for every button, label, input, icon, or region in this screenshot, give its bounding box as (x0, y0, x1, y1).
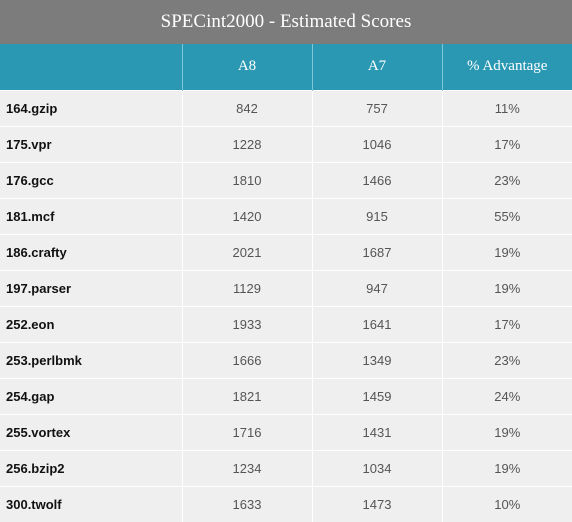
a7-score-cell: 1473 (312, 485, 443, 522)
advantage-cell: 11% (442, 89, 572, 126)
table-row: 300.twolf 1633 1473 10% (0, 485, 572, 522)
advantage-cell: 19% (442, 233, 572, 270)
advantage-cell: 55% (442, 197, 572, 234)
benchmark-cell: 300.twolf (0, 485, 183, 522)
a8-score-cell: 1933 (182, 305, 313, 342)
a7-score-cell: 1046 (312, 125, 443, 162)
header-benchmark (0, 44, 183, 90)
header-advantage: % Advantage (467, 58, 548, 75)
table-row: 256.bzip2 1234 1034 19% (0, 449, 572, 486)
a8-score-cell: 1821 (182, 377, 313, 414)
table-row: 176.gcc 1810 1466 23% (0, 161, 572, 198)
benchmark-cell: 181.mcf (0, 197, 183, 234)
a8-score-cell: 1234 (182, 449, 313, 486)
header-row: A8 A7 % Advantage (0, 44, 572, 90)
table-row: 252.eon 1933 1641 17% (0, 305, 572, 342)
benchmark-cell: 176.gcc (0, 161, 183, 198)
advantage-cell: 19% (442, 413, 572, 450)
table-row: 253.perlbmk 1666 1349 23% (0, 341, 572, 378)
table-row: 175.vpr 1228 1046 17% (0, 125, 572, 162)
table-row: 164.gzip 842 757 11% (0, 89, 572, 126)
table-title: SPECint2000 - Estimated Scores (0, 0, 572, 44)
benchmark-cell: 253.perlbmk (0, 341, 183, 378)
a8-score-cell: 1129 (182, 269, 313, 306)
advantage-cell: 17% (442, 305, 572, 342)
benchmark-cell: 255.vortex (0, 413, 183, 450)
benchmark-cell: 186.crafty (0, 233, 183, 270)
a8-score-cell: 1716 (182, 413, 313, 450)
a8-score-cell: 842 (182, 89, 313, 126)
a8-score-cell: 1810 (182, 161, 313, 198)
a7-score-cell: 1349 (312, 341, 443, 378)
a7-score-cell: 1459 (312, 377, 443, 414)
table-body: 164.gzip 842 757 11% 175.vpr 1228 1046 17% 176.g… (0, 89, 572, 522)
table-row: 181.mcf 1420 915 55% (0, 197, 572, 234)
advantage-cell: 24% (442, 377, 572, 414)
advantage-cell: 23% (442, 341, 572, 378)
a8-score-cell: 1666 (182, 341, 313, 378)
header-a7: A7 (312, 44, 443, 90)
scores-table: A8 A7 % Advantage 164.gzip 842 757 11% 175.v… (0, 44, 572, 522)
benchmark-cell: 175.vpr (0, 125, 183, 162)
benchmark-cell: 256.bzip2 (0, 449, 183, 486)
table-row: 255.vortex 1716 1431 19% (0, 413, 572, 450)
a8-score-cell: 1228 (182, 125, 313, 162)
a8-score-cell: 1420 (182, 197, 313, 234)
table-row: 254.gap 1821 1459 24% (0, 377, 572, 414)
benchmark-cell: 254.gap (0, 377, 183, 414)
benchmark-cell: 164.gzip (0, 89, 183, 126)
a7-score-cell: 1431 (312, 413, 443, 450)
table-row: 197.parser 1129 947 19% (0, 269, 572, 306)
a7-score-cell: 1687 (312, 233, 443, 270)
benchmark-cell: 252.eon (0, 305, 183, 342)
a7-score-cell: 1641 (312, 305, 443, 342)
a7-score-cell: 1034 (312, 449, 443, 486)
advantage-cell: 23% (442, 161, 572, 198)
advantage-cell: 17% (442, 125, 572, 162)
a8-score-cell: 1633 (182, 485, 313, 522)
benchmark-cell: 197.parser (0, 269, 183, 306)
a7-score-cell: 757 (312, 89, 443, 126)
advantage-cell: 19% (442, 269, 572, 306)
a8-score-cell: 2021 (182, 233, 313, 270)
advantage-cell: 19% (442, 449, 572, 486)
a7-score-cell: 947 (312, 269, 443, 306)
header-a8: A8 (182, 44, 313, 90)
a7-score-cell: 915 (312, 197, 443, 234)
advantage-cell: 10% (442, 485, 572, 522)
table-row: 186.crafty 2021 1687 19% (0, 233, 572, 270)
a7-score-cell: 1466 (312, 161, 443, 198)
